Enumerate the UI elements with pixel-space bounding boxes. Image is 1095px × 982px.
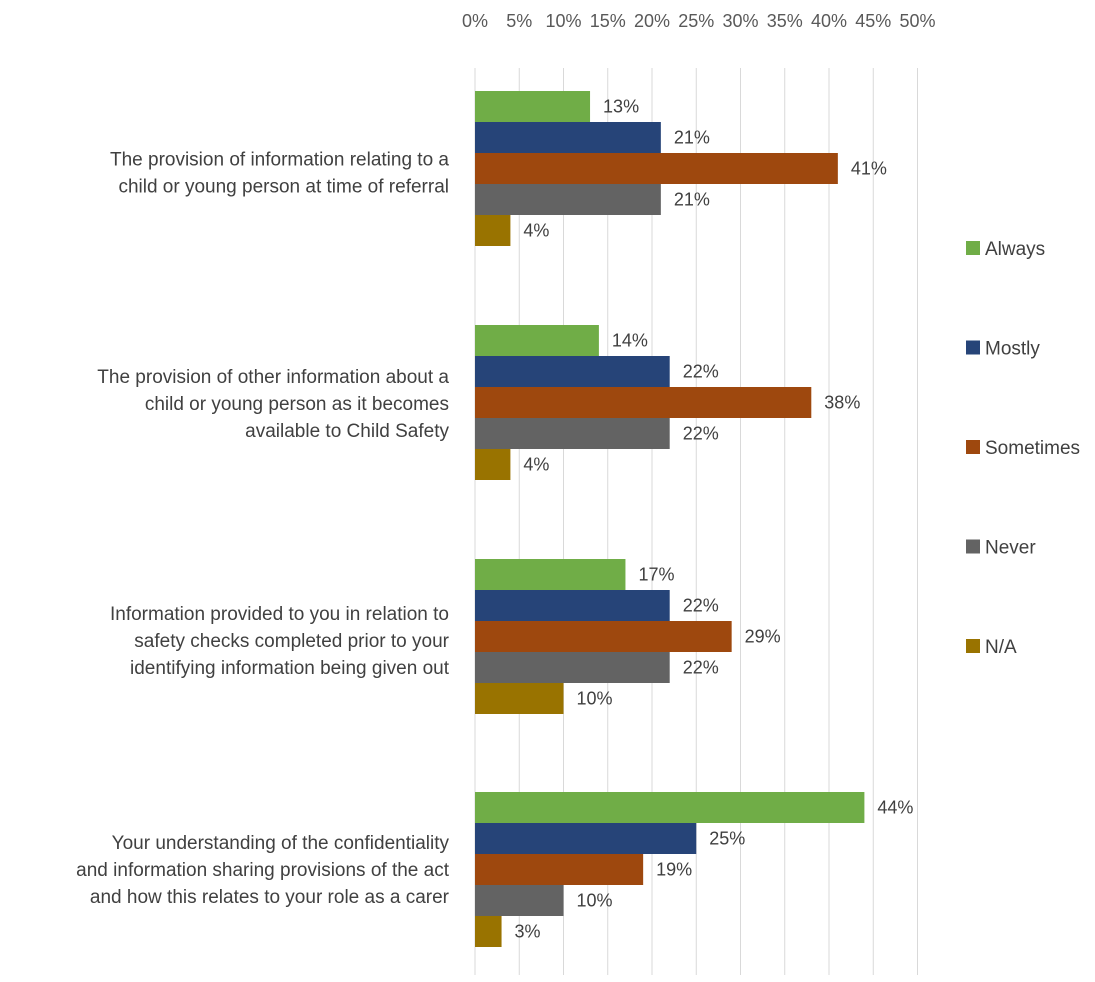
data-label: 10%: [577, 689, 613, 709]
category-labels: The provision of information relating to…: [76, 150, 450, 909]
x-tick-label: 45%: [855, 11, 891, 31]
data-label: 22%: [683, 424, 719, 444]
x-tick-label: 25%: [678, 11, 714, 31]
data-label: 44%: [877, 798, 913, 818]
x-tick-label: 50%: [899, 11, 935, 31]
x-tick-label: 40%: [811, 11, 847, 31]
data-label: 38%: [824, 393, 860, 413]
legend: Always Mostly Sometimes Never N/A: [966, 239, 1080, 658]
bar-never: [475, 418, 670, 449]
data-label: 10%: [577, 891, 613, 911]
category-label: Information provided to you in relation …: [110, 604, 449, 625]
legend-swatch: [966, 241, 980, 255]
x-tick-label: 35%: [767, 11, 803, 31]
x-tick-label: 10%: [545, 11, 581, 31]
bar-n-a: [475, 683, 564, 714]
data-label: 22%: [683, 596, 719, 616]
data-label: 13%: [603, 97, 639, 117]
data-label: 29%: [745, 627, 781, 647]
category-label: and how this relates to your role as a c…: [90, 887, 450, 908]
x-axis-ticks: 0% 5% 10% 15% 20% 25% 30% 35% 40% 45% 50%: [462, 11, 936, 31]
legend-label: Always: [985, 239, 1045, 260]
bar-mostly: [475, 590, 670, 621]
category-label: safety checks completed prior to your: [134, 631, 449, 652]
data-label: 19%: [656, 860, 692, 880]
bar-n-a: [475, 215, 511, 246]
data-label: 4%: [523, 455, 549, 475]
category-label: child or young person at time of referra…: [118, 177, 449, 198]
bar-mostly: [475, 122, 661, 153]
category-label: available to Child Safety: [245, 421, 449, 442]
category-label: child or young person as it becomes: [145, 394, 449, 415]
bar-always: [475, 325, 599, 356]
category-label: and information sharing provisions of th…: [76, 860, 450, 881]
bar-mostly: [475, 823, 697, 854]
legend-swatch: [966, 340, 980, 355]
legend-swatch: [966, 639, 980, 653]
bar-always: [475, 792, 865, 823]
legend-swatch: [966, 539, 980, 554]
data-label: 21%: [674, 128, 710, 148]
category-label: The provision of information relating to…: [110, 150, 449, 171]
data-label: 41%: [851, 159, 887, 179]
bar-sometimes: [475, 153, 838, 184]
data-label: 21%: [674, 190, 710, 210]
x-tick-label: 0%: [462, 11, 488, 31]
bar-n-a: [475, 916, 502, 947]
data-label: 25%: [709, 829, 745, 849]
x-tick-label: 20%: [634, 11, 670, 31]
bars: 13% 14% 17% 44% 21% 22% 22% 25% 41% 38% 29% 19% 21% 2…: [475, 91, 913, 947]
bar-always: [475, 91, 591, 122]
bar-always: [475, 559, 626, 590]
legend-swatch: [966, 440, 980, 454]
legend-label: N/A: [985, 637, 1017, 658]
legend-label: Never: [985, 538, 1036, 559]
data-label: 3%: [515, 922, 541, 942]
bar-n-a: [475, 449, 511, 480]
legend-label: Sometimes: [985, 438, 1080, 459]
x-tick-label: 15%: [590, 11, 626, 31]
bar-never: [475, 885, 564, 916]
bar-sometimes: [475, 387, 812, 418]
category-label: The provision of other information about…: [97, 367, 449, 388]
data-label: 14%: [612, 331, 648, 351]
data-label: 22%: [683, 362, 719, 382]
data-label: 17%: [638, 565, 674, 585]
x-tick-label: 30%: [722, 11, 758, 31]
bar-sometimes: [475, 854, 644, 885]
category-label: identifying information being given out: [130, 658, 450, 679]
data-label: 22%: [683, 658, 719, 678]
bar-never: [475, 184, 661, 215]
x-tick-label: 5%: [506, 11, 532, 31]
data-label: 4%: [523, 221, 549, 241]
bar-mostly: [475, 356, 670, 387]
legend-label: Mostly: [985, 339, 1040, 360]
bar-never: [475, 652, 670, 683]
category-label: Your understanding of the confidentialit…: [112, 833, 450, 854]
bar-sometimes: [475, 621, 732, 652]
gridlines: [474, 68, 918, 975]
